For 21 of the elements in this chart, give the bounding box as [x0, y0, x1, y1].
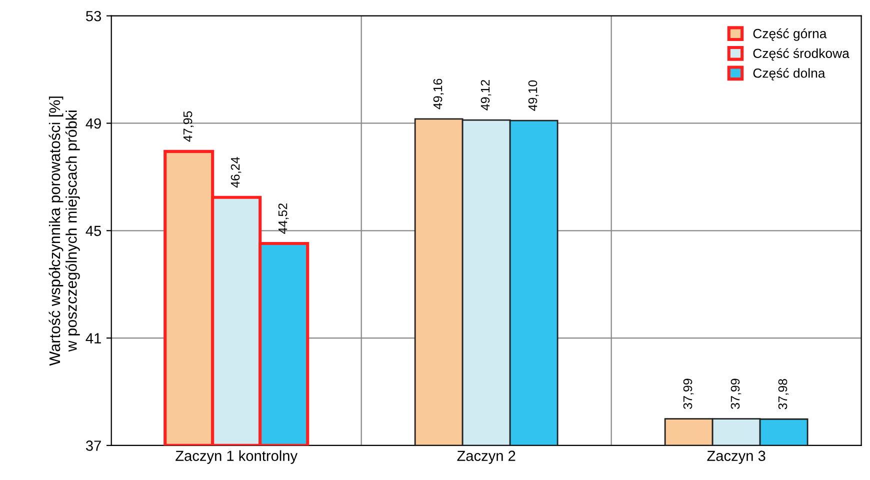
text: 49,16 — [433, 78, 444, 110]
y-tick-label: 53 — [86, 10, 101, 22]
text: 37,98 — [778, 378, 789, 410]
text: 49,10 — [528, 80, 539, 111]
text: 46,24 — [230, 157, 242, 188]
text: 37,99 — [683, 378, 694, 409]
x-tick-label: Zaczyn 3 — [707, 450, 766, 464]
text: 44,52 — [278, 203, 289, 234]
y-axis-title: Wartość współczynnika porowatości [%] w poszczególnych miejscach próbki — [48, 96, 80, 366]
text: 49,12 — [480, 80, 492, 110]
text: 47,95 — [183, 111, 194, 142]
text: 37,99 — [730, 378, 742, 409]
x-tick-label: Zaczyn 2 — [457, 450, 516, 464]
legend-label: Część dolna — [753, 68, 826, 80]
y-tick-label: 45 — [86, 226, 102, 236]
y-tick-label: 41 — [86, 333, 101, 344]
y-tick-label: 37 — [86, 440, 101, 451]
legend-label: Część środkowa — [753, 48, 850, 61]
legend-label: Część górna — [753, 28, 827, 41]
x-tick-label: Zaczyn 1 kontrolny — [176, 450, 298, 464]
y-tick-label: 49 — [86, 118, 101, 129]
